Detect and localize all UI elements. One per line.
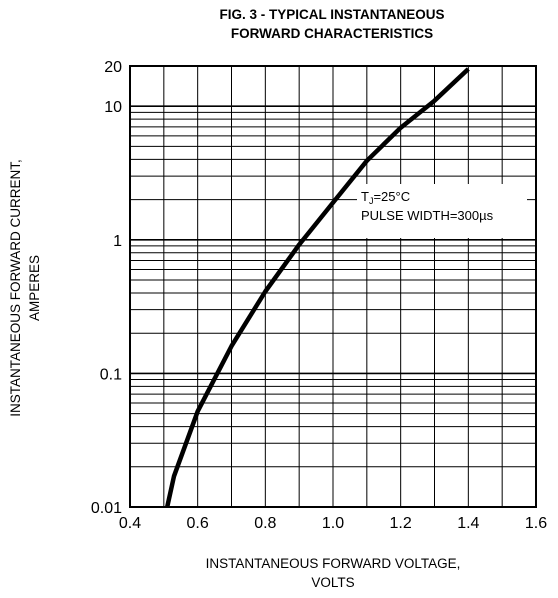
x-axis-label-line-2: VOLTS [311,575,354,590]
plot-frame [129,65,537,508]
y-tick-labels: 0.01 0.1 1 10 20 [91,59,122,517]
y-axis-label-line-1: INSTANTANEOUS FORWARD CURRENT, [8,159,23,417]
curve-layer [165,67,470,508]
chart-title-line-1: FIG. 3 - TYPICAL INSTANTANEOUS [219,7,444,22]
x-axis-label-line-1: INSTANTANEOUS FORWARD VOLTAGE, [206,556,461,571]
y-axis-label-line-2: AMPERES [27,255,42,321]
x-tick-label: 1.2 [390,515,412,532]
chart-title-line-2: FORWARD CHARACTERISTICS [231,26,433,41]
x-tick-label: 0.4 [119,515,141,532]
y-tick-label: 1 [113,233,122,250]
annotation-box [357,184,527,238]
y-tick-label: 0.1 [100,366,122,383]
x-tick-label: 1.4 [457,515,479,532]
x-tick-label: 1.6 [525,515,547,532]
x-tick-label: 0.6 [187,515,209,532]
annotation-junction-temperature: TJ=25°C [361,189,410,206]
forward-characteristic-curve [165,67,470,508]
y-tick-label: 0.01 [91,500,122,517]
x-tick-label: 1.0 [322,515,344,532]
x-tick-labels: 0.4 0.6 0.8 1.0 1.2 1.4 1.6 [119,515,547,532]
y-tick-label: 20 [104,59,122,76]
grid-lines [129,65,537,508]
annotation-pulse-width: PULSE WIDTH=300µs [361,208,494,223]
x-tick-label: 0.8 [254,515,276,532]
y-tick-label: 10 [104,99,122,116]
